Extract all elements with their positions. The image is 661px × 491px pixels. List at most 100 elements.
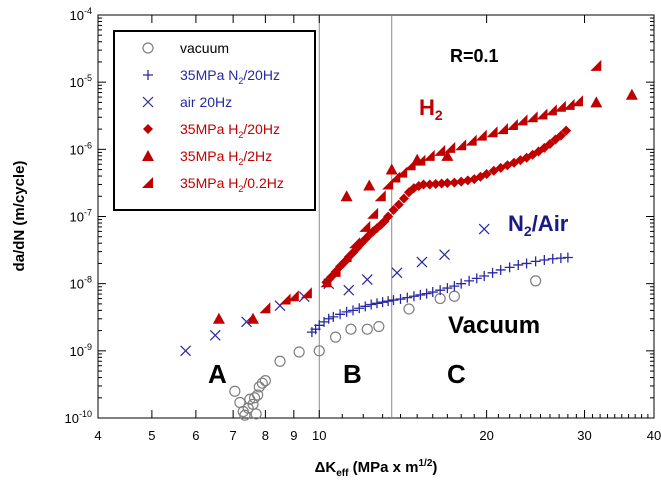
h2_02-point bbox=[367, 207, 379, 219]
h2_20-point bbox=[456, 176, 467, 187]
h2_2-point bbox=[441, 149, 454, 161]
h2_02-point bbox=[496, 123, 508, 135]
vacuum-point bbox=[248, 392, 261, 404]
h2_02-point bbox=[396, 166, 408, 178]
h2_02-point bbox=[423, 149, 435, 161]
n2-point bbox=[562, 252, 573, 263]
vacuum-point bbox=[345, 323, 357, 335]
h2_02-point bbox=[414, 154, 426, 166]
x-tick-label: 8 bbox=[262, 428, 269, 443]
n2-point bbox=[487, 267, 498, 278]
n2-point bbox=[504, 262, 515, 273]
h2_20-point bbox=[462, 175, 473, 186]
x-axis-label-rest: (MPa x m bbox=[348, 459, 418, 476]
vacuum-point bbox=[256, 377, 268, 389]
h2_2-point bbox=[246, 312, 259, 324]
legend-marker-h2_02 bbox=[142, 177, 153, 188]
y-tick-label: 10-5 bbox=[70, 73, 92, 90]
n2-point bbox=[427, 287, 438, 298]
n2-point bbox=[435, 285, 446, 296]
h2_02-point bbox=[545, 104, 557, 116]
y-tick-exponent: -4 bbox=[84, 6, 92, 16]
x-axis-label-end: ) bbox=[432, 459, 437, 476]
h2_02-point bbox=[455, 139, 467, 151]
y-tick-base: 10 bbox=[70, 210, 84, 225]
air-point bbox=[478, 223, 490, 235]
h2_02-point bbox=[526, 111, 538, 123]
legend-label-part: 35MPa H bbox=[180, 121, 238, 137]
n2-point bbox=[408, 291, 419, 302]
h2_2-point bbox=[363, 179, 376, 191]
vacuum-point bbox=[373, 320, 385, 333]
h2_2-point bbox=[590, 96, 603, 108]
n2-point bbox=[471, 273, 482, 284]
vacuum-point bbox=[247, 398, 259, 410]
n2-point bbox=[449, 281, 460, 292]
n2-point bbox=[328, 311, 339, 322]
h2_02-point bbox=[516, 114, 528, 126]
h2_20-point bbox=[442, 178, 453, 189]
y-tick-label: 10-6 bbox=[70, 140, 92, 157]
x-axis-label-main: ΔK bbox=[315, 459, 337, 476]
vacuum-point bbox=[259, 375, 271, 387]
n2-air-annotation-main: N bbox=[508, 211, 524, 236]
legend-label-sub: 2 bbox=[238, 157, 243, 167]
h2_20-point bbox=[544, 139, 555, 150]
vacuum-point bbox=[448, 290, 460, 302]
y-tick-base: 10 bbox=[70, 142, 84, 157]
vacuum-point bbox=[252, 389, 264, 401]
y-tick-base: 10 bbox=[70, 75, 84, 90]
n2-air-annotation: N2/Air bbox=[508, 211, 569, 239]
x-tick-label: 5 bbox=[148, 428, 155, 443]
y-tick-label: 10-10 bbox=[65, 409, 92, 426]
y-tick-exponent: -5 bbox=[84, 73, 92, 83]
legend-marker-vacuum bbox=[142, 42, 154, 54]
ratio-annotation: R=0.1 bbox=[450, 46, 499, 66]
n2-point bbox=[513, 259, 524, 270]
h2_02-point bbox=[279, 293, 291, 305]
y-tick-base: 10 bbox=[70, 8, 84, 23]
x-tick-label: 30 bbox=[577, 428, 591, 443]
h2-annotation-sub: 2 bbox=[435, 107, 443, 123]
h2_02-point bbox=[563, 98, 575, 110]
n2-point bbox=[495, 264, 506, 275]
y-tick-label: 10-8 bbox=[70, 275, 92, 292]
vacuum-point bbox=[361, 323, 373, 335]
h2_02-point bbox=[287, 290, 299, 302]
h2_02-point bbox=[434, 144, 446, 156]
legend-label-sub: 2 bbox=[238, 184, 243, 194]
air-point bbox=[391, 267, 403, 279]
h2_20-point bbox=[449, 177, 460, 188]
legend-label: air 20Hz bbox=[180, 94, 232, 110]
h2_20-point bbox=[561, 125, 572, 136]
h2_20-point bbox=[555, 130, 566, 141]
vacuum-point bbox=[239, 409, 251, 421]
air-point bbox=[439, 249, 450, 261]
vacuum-point bbox=[250, 408, 262, 420]
legend-item-air: air 20Hz bbox=[142, 94, 232, 110]
legend-label-part: /0.2Hz bbox=[243, 175, 283, 191]
legend-label: 35MPa N2/20Hz bbox=[180, 67, 280, 86]
legend-label-sub: 2 bbox=[238, 76, 243, 86]
y-tick-base: 10 bbox=[70, 344, 84, 359]
x-axis-ticks: 4 5 6 7 8 9 10 20 30 40 bbox=[94, 15, 661, 443]
series-h2_2 bbox=[212, 88, 638, 324]
h2_02-point bbox=[300, 287, 312, 299]
h2_02-point bbox=[359, 220, 371, 232]
h2_02-point bbox=[374, 190, 386, 202]
legend-box bbox=[113, 30, 316, 211]
n2-point bbox=[421, 288, 432, 299]
n2-point bbox=[539, 255, 550, 266]
n2-point bbox=[442, 283, 453, 294]
n2-point bbox=[383, 296, 394, 307]
y-axis-label: da/dN (m/cycle) bbox=[11, 161, 28, 272]
legend-label-part: 35MPa H bbox=[180, 148, 238, 164]
x-tick-label: 6 bbox=[192, 428, 199, 443]
legend-label: 35MPa H2/2Hz bbox=[180, 148, 272, 167]
n2-point bbox=[341, 306, 352, 317]
legend-item-h2_02: 35MPa H2/0.2Hz bbox=[142, 175, 284, 194]
h2_02-point bbox=[329, 265, 341, 277]
h2_02-point bbox=[465, 134, 477, 146]
h2_20-point bbox=[388, 204, 399, 215]
